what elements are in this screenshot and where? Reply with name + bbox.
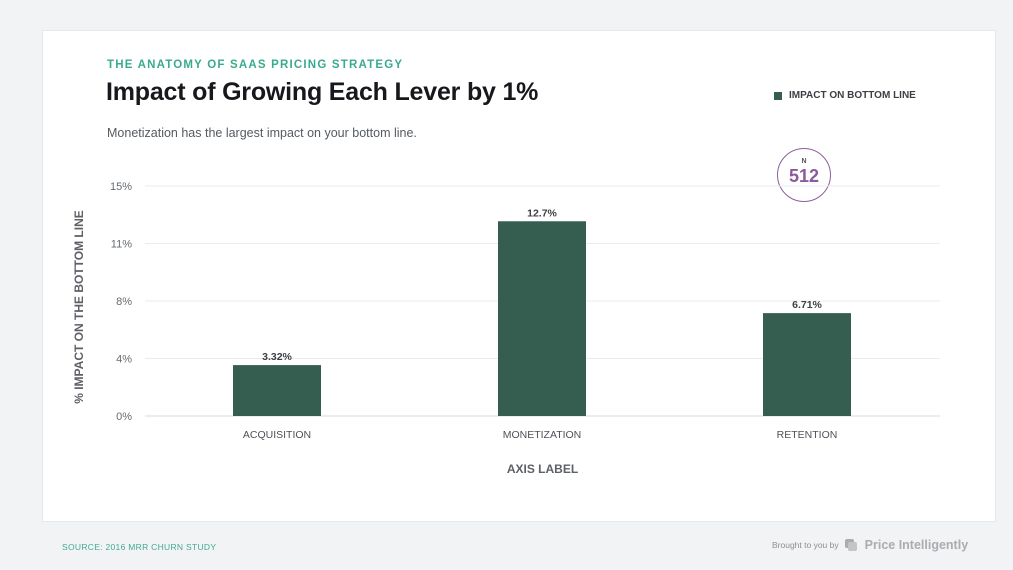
chart-title: Impact of Growing Each Lever by 1% (106, 78, 539, 106)
eyebrow-label: THE ANATOMY OF SAAS PRICING STRATEGY (107, 59, 404, 71)
legend-swatch (774, 91, 782, 100)
data-label: 12.7% (527, 207, 557, 219)
bars (233, 221, 851, 416)
brand-name: Price Intelligently (864, 538, 969, 552)
x-tick-label: MONETIZATION (503, 429, 582, 441)
y-tick-label: 0% (116, 411, 132, 423)
legend: IMPACT ON BOTTOM LINE (774, 90, 916, 101)
sample-size-badge: N 512 (777, 148, 831, 202)
x-tick-label: RETENTION (777, 429, 838, 441)
legend-label: IMPACT ON BOTTOM LINE (789, 90, 916, 101)
y-axis-title: % IMPACT ON THE BOTTOM LINE (72, 210, 86, 404)
bar-retention (763, 313, 851, 416)
bar-monetization (498, 221, 586, 416)
brought-by-label: Brought to you by (772, 540, 839, 550)
labels: 0% 4% 8% 11% 15% 3.32% ACQUISITION 12.7% MONETIZ… (110, 181, 837, 441)
source-note: SOURCE: 2016 MRR CHURN STUDY (62, 542, 217, 552)
y-tick-label: 15% (110, 181, 132, 193)
y-tick-label: 4% (116, 354, 132, 366)
bar-acquisition (233, 365, 321, 416)
data-label: 3.32% (262, 351, 292, 363)
x-axis-title: AXIS LABEL (507, 462, 578, 476)
data-label: 6.71% (792, 299, 822, 311)
chart-subtitle: Monetization has the largest impact on y… (107, 126, 417, 140)
y-tick-label: 11% (111, 239, 132, 251)
x-tick-label: ACQUISITION (243, 429, 311, 441)
sample-size-label: N (801, 158, 807, 165)
brand-credit: Brought to you by Price Intelligently (772, 537, 968, 553)
sample-size-value: 512 (788, 166, 820, 186)
y-tick-label: 8% (116, 296, 132, 308)
brand-logo-icon (844, 539, 857, 551)
